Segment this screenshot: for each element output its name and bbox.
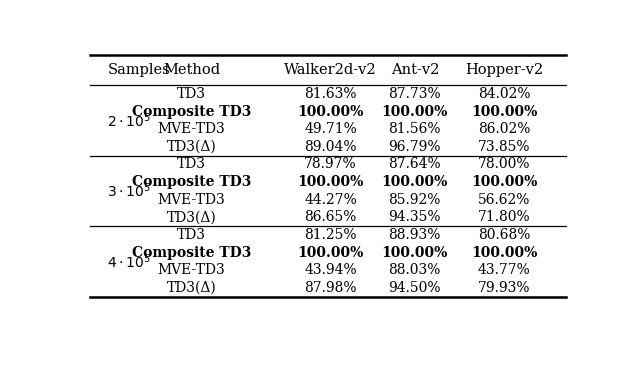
Text: 78.97%: 78.97% [304,157,356,171]
Text: 80.68%: 80.68% [478,228,531,242]
Text: 96.79%: 96.79% [388,140,441,154]
Text: 49.71%: 49.71% [304,122,357,136]
Text: 81.25%: 81.25% [304,228,356,242]
Text: TD3(Δ): TD3(Δ) [167,211,216,225]
Text: 85.92%: 85.92% [388,193,441,207]
Text: Hopper-v2: Hopper-v2 [465,63,543,77]
Text: Composite TD3: Composite TD3 [132,175,252,189]
Text: 86.65%: 86.65% [304,211,356,225]
Text: 100.00%: 100.00% [381,175,448,189]
Text: $4 \cdot 10^5$: $4 \cdot 10^5$ [108,252,151,271]
Text: Samples: Samples [108,63,170,77]
Text: 79.93%: 79.93% [478,281,531,295]
Text: TD3: TD3 [177,87,206,101]
Text: 94.35%: 94.35% [388,211,441,225]
Text: 87.98%: 87.98% [304,281,356,295]
Text: 100.00%: 100.00% [471,175,537,189]
Text: 43.77%: 43.77% [477,264,531,277]
Text: 43.94%: 43.94% [304,264,356,277]
Text: 94.50%: 94.50% [388,281,441,295]
Text: Composite TD3: Composite TD3 [132,105,252,119]
Text: Ant-v2: Ant-v2 [390,63,439,77]
Text: 56.62%: 56.62% [478,193,531,207]
Text: 100.00%: 100.00% [298,246,364,260]
Text: 44.27%: 44.27% [304,193,357,207]
Text: 86.02%: 86.02% [478,122,531,136]
Text: 89.04%: 89.04% [304,140,356,154]
Text: 100.00%: 100.00% [381,105,448,119]
Text: 100.00%: 100.00% [381,246,448,260]
Text: 100.00%: 100.00% [298,175,364,189]
Text: 78.00%: 78.00% [478,157,531,171]
Text: Walker2d-v2: Walker2d-v2 [284,63,377,77]
Text: TD3(Δ): TD3(Δ) [167,281,216,295]
Text: TD3: TD3 [177,157,206,171]
Text: 100.00%: 100.00% [298,105,364,119]
Text: TD3: TD3 [177,228,206,242]
Text: 100.00%: 100.00% [471,246,537,260]
Text: $3 \cdot 10^5$: $3 \cdot 10^5$ [108,182,151,200]
Text: 88.93%: 88.93% [388,228,441,242]
Text: MVE-TD3: MVE-TD3 [157,193,225,207]
Text: $2 \cdot 10^5$: $2 \cdot 10^5$ [108,111,151,130]
Text: 73.85%: 73.85% [478,140,531,154]
Text: Composite TD3: Composite TD3 [132,246,252,260]
Text: Method: Method [163,63,220,77]
Text: 87.64%: 87.64% [388,157,441,171]
Text: 87.73%: 87.73% [388,87,441,101]
Text: MVE-TD3: MVE-TD3 [157,264,225,277]
Text: 84.02%: 84.02% [478,87,531,101]
Text: 81.63%: 81.63% [304,87,356,101]
Text: 81.56%: 81.56% [388,122,441,136]
Text: 88.03%: 88.03% [388,264,441,277]
Text: 71.80%: 71.80% [478,211,531,225]
Text: 100.00%: 100.00% [471,105,537,119]
Text: TD3(Δ): TD3(Δ) [167,140,216,154]
Text: MVE-TD3: MVE-TD3 [157,122,225,136]
